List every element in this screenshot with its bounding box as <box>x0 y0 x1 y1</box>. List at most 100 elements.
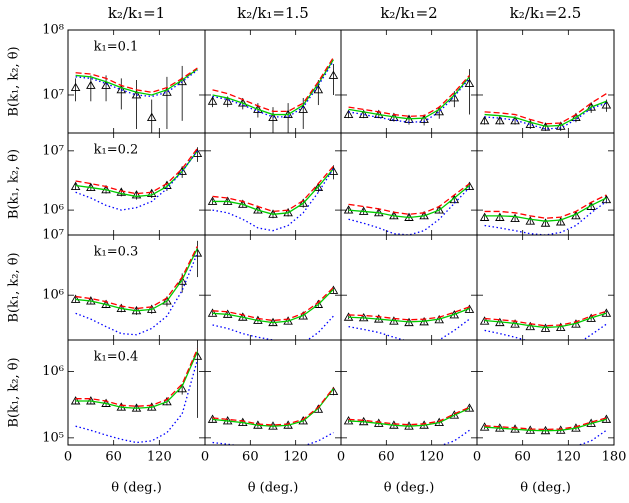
model-line <box>212 286 334 322</box>
y-tick-label: 10⁶ <box>42 364 64 379</box>
panel: k₂/k₁=2.5 <box>476 4 615 134</box>
data-point <box>162 296 172 305</box>
y-axis-label: B(k₁, k₂, θ) <box>7 252 22 322</box>
model-line <box>212 388 334 427</box>
panel: 10⁷ 10⁶ k₁=0.3 B(k₁, k₂, θ) <box>7 228 206 341</box>
model-line <box>348 74 470 117</box>
model-line <box>212 60 334 118</box>
data-point <box>419 114 429 123</box>
y-axis-label: B(k₁, k₂, θ) <box>7 149 22 219</box>
plot-area <box>479 414 612 445</box>
model-line <box>484 312 607 329</box>
x-tick-label: 60 <box>514 450 531 465</box>
panel <box>204 234 342 341</box>
model-line <box>484 417 607 431</box>
column-title: k₂/k₁=2.5 <box>510 4 582 22</box>
model-line <box>75 359 199 444</box>
data-point <box>313 84 324 94</box>
data-point <box>298 104 308 113</box>
model-line <box>75 68 198 96</box>
y-tick-label: 10⁶ <box>42 203 64 218</box>
model-line <box>348 306 470 321</box>
data-point <box>116 84 127 94</box>
data-point <box>479 212 490 221</box>
row-annotation: k₁=0.1 <box>94 40 139 55</box>
plot-area <box>343 69 475 126</box>
panel: 0 60 120 180 θ (deg.) <box>473 339 627 496</box>
data-point <box>313 182 324 192</box>
plot-area <box>70 340 203 444</box>
model-line <box>348 185 470 219</box>
data-point <box>298 198 308 207</box>
model-line <box>75 348 198 407</box>
data-point <box>601 100 612 109</box>
data-point <box>525 216 536 225</box>
model-line <box>348 187 470 235</box>
plot-area <box>479 194 612 235</box>
model-line <box>484 93 607 125</box>
model-line <box>75 147 198 195</box>
data-point <box>101 80 111 89</box>
model-line <box>484 200 607 235</box>
data-point <box>162 87 172 96</box>
x-tick-label: 0 <box>473 450 481 465</box>
model-line <box>484 100 607 127</box>
model-line <box>484 194 607 219</box>
x-tick-label: 60 <box>378 450 395 465</box>
plot-area <box>343 304 475 340</box>
model-line <box>484 418 607 432</box>
column-title: k₂/k₁=1.5 <box>237 4 309 22</box>
model-line <box>484 197 607 222</box>
panel-frame <box>476 339 615 446</box>
data-point <box>86 80 96 89</box>
x-tick-label: 60 <box>242 450 259 465</box>
data-point <box>479 115 490 125</box>
y-tick-label: 10⁵ <box>42 430 64 445</box>
row-annotation: k₁=0.2 <box>94 143 139 158</box>
plot-area <box>207 386 339 445</box>
model-line <box>212 168 334 215</box>
data-point <box>571 112 581 121</box>
panel: k₂/k₁=1.5 <box>204 4 342 134</box>
model-line <box>577 429 607 445</box>
column-title: k₂/k₁=2 <box>380 4 437 22</box>
data-point <box>131 90 142 99</box>
model-line <box>348 407 470 427</box>
model-line <box>75 351 198 409</box>
y-tick-label: 10⁷ <box>42 87 64 102</box>
data-point <box>328 70 339 79</box>
panel: 0 60 120 θ (deg.) <box>201 339 342 496</box>
data-point <box>298 416 308 425</box>
data-point <box>510 213 520 223</box>
panel: 0 60 120 10⁶ 10⁵ k₁=0.4 B(k₁, k₂, θ) θ (deg.) <box>7 339 206 496</box>
data-point <box>495 212 505 221</box>
panel <box>340 234 478 341</box>
model-line <box>484 310 607 327</box>
x-tick-label: 0 <box>201 450 209 465</box>
plot-area <box>70 147 203 211</box>
data-point <box>464 181 475 190</box>
y-axis-label: B(k₁, k₂, θ) <box>7 357 22 427</box>
panel: 10⁷ 10⁶ k₁=0.2 B(k₁, k₂, θ) <box>7 132 206 236</box>
x-tick-label: 120 <box>147 450 172 465</box>
model-line <box>348 76 470 120</box>
x-tick-label: 0 <box>64 450 72 465</box>
data-point <box>146 112 157 121</box>
row-annotation: k₁=0.4 <box>94 350 139 365</box>
model-line <box>75 252 198 336</box>
y-tick-label: 10⁶ <box>42 288 64 303</box>
model-line <box>75 248 198 312</box>
data-point <box>601 308 612 317</box>
data-point <box>207 414 218 423</box>
panel: k₂/k₁=2 <box>340 4 478 134</box>
x-tick-label: 0 <box>337 450 345 465</box>
model-line <box>484 102 607 130</box>
data-point <box>343 205 354 214</box>
model-line <box>212 387 334 426</box>
model-line <box>484 323 607 340</box>
x-tick-label: 180 <box>602 450 627 465</box>
model-line <box>75 245 198 310</box>
panel <box>476 234 615 341</box>
column-title: k₂/k₁=1 <box>108 4 165 22</box>
